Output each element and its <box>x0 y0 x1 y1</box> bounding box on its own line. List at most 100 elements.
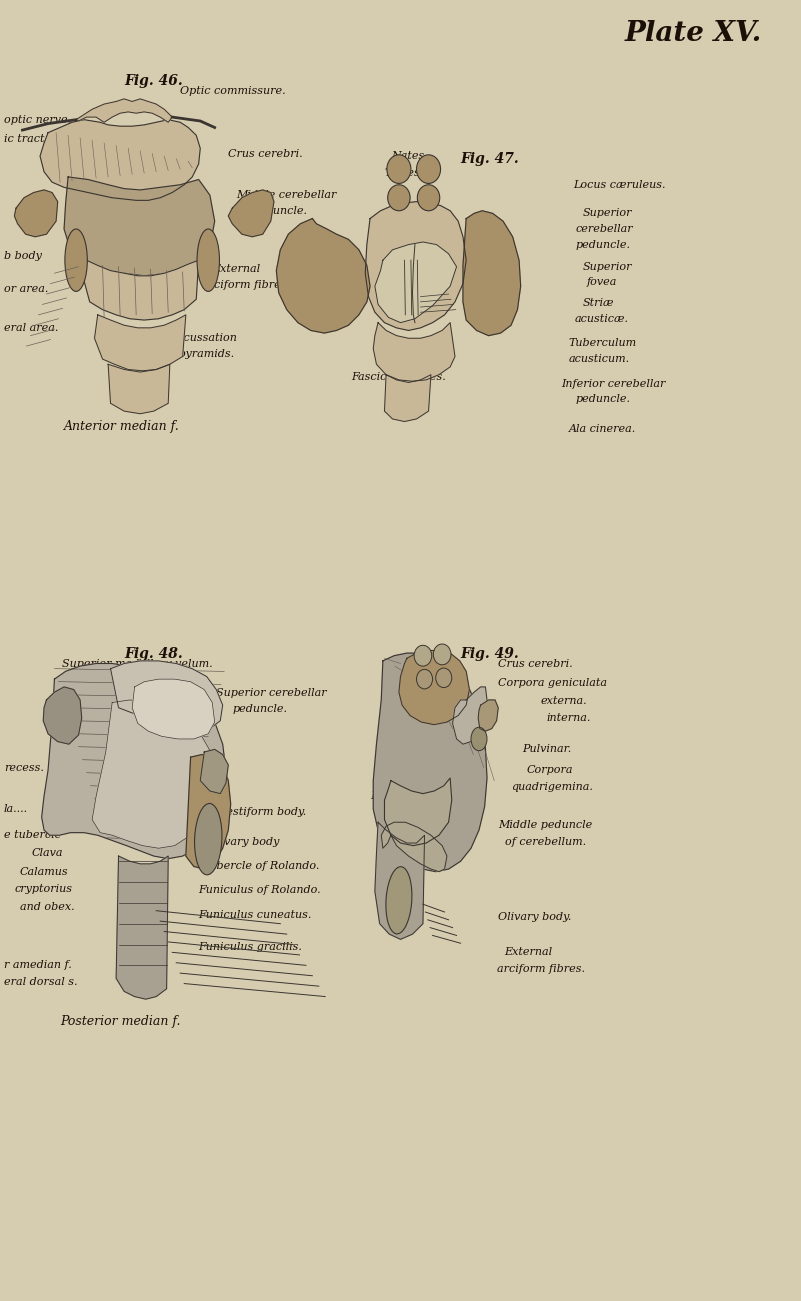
Text: b body: b body <box>4 251 42 262</box>
Text: Superior medullary velum.: Superior medullary velum. <box>62 658 213 669</box>
Text: Plate XV.: Plate XV. <box>624 21 762 47</box>
Polygon shape <box>373 653 487 872</box>
Polygon shape <box>381 822 447 872</box>
Ellipse shape <box>471 727 487 751</box>
Text: la....: la.... <box>4 804 28 814</box>
Text: ic tract.: ic tract. <box>4 134 48 144</box>
Text: 4th ventricle.: 4th ventricle. <box>352 259 428 269</box>
Text: Fasciculus teres.: Fasciculus teres. <box>351 372 445 382</box>
Ellipse shape <box>387 155 411 183</box>
Polygon shape <box>43 687 82 744</box>
Text: External: External <box>505 947 553 958</box>
Ellipse shape <box>414 645 432 666</box>
Text: peduncle.: peduncle. <box>252 206 308 216</box>
Text: Crus cerebri.: Crus cerebri. <box>228 148 303 159</box>
Text: Pons.: Pons. <box>370 791 400 801</box>
Text: externa.: externa. <box>541 696 587 706</box>
Text: Pulvinar.: Pulvinar. <box>522 744 571 755</box>
Text: fovea: fovea <box>587 277 618 288</box>
Text: Calamus: Calamus <box>20 866 69 877</box>
Polygon shape <box>64 177 215 276</box>
Polygon shape <box>399 650 469 725</box>
Text: Testes.: Testes. <box>384 168 424 178</box>
Text: interna.: interna. <box>546 713 590 723</box>
Polygon shape <box>228 190 274 237</box>
Polygon shape <box>200 749 228 794</box>
Text: e tubercle: e tubercle <box>4 830 61 840</box>
Polygon shape <box>365 202 466 330</box>
Text: Superior cerebellar: Superior cerebellar <box>216 688 327 699</box>
Ellipse shape <box>197 229 219 291</box>
Text: peduncle.: peduncle. <box>575 239 630 250</box>
Text: External: External <box>212 264 260 275</box>
Polygon shape <box>375 822 425 939</box>
Polygon shape <box>384 375 431 422</box>
Text: arciform fibres.: arciform fibres. <box>497 964 585 974</box>
Text: and obex.: and obex. <box>20 902 74 912</box>
Polygon shape <box>40 120 200 200</box>
Polygon shape <box>14 190 58 237</box>
Text: peduncle.: peduncle. <box>575 394 630 405</box>
Text: arciform fibres.: arciform fibres. <box>202 280 290 290</box>
Text: Striæ: Striæ <box>583 298 614 308</box>
Polygon shape <box>95 315 186 371</box>
Polygon shape <box>111 661 223 731</box>
Text: acusticæ.: acusticæ. <box>575 314 629 324</box>
Ellipse shape <box>195 804 222 874</box>
Text: Nates.: Nates. <box>391 151 428 161</box>
Ellipse shape <box>417 185 440 211</box>
Text: acusticum.: acusticum. <box>569 354 630 364</box>
Text: Tubercle of Rolando.: Tubercle of Rolando. <box>202 861 320 872</box>
Ellipse shape <box>386 866 412 934</box>
Text: cryptorius: cryptorius <box>14 883 72 894</box>
Text: Middle cerebellar: Middle cerebellar <box>236 190 336 200</box>
Text: Superior: Superior <box>583 208 633 219</box>
Text: Posterior median f.: Posterior median f. <box>60 1015 180 1028</box>
Text: cerebellar: cerebellar <box>575 224 633 234</box>
Text: Funiculus cuneatus.: Funiculus cuneatus. <box>199 909 312 920</box>
Ellipse shape <box>417 669 433 690</box>
Text: Funiculus gracilis.: Funiculus gracilis. <box>199 942 303 952</box>
Text: Locus cæruleus.: Locus cæruleus. <box>573 180 665 190</box>
Text: of pyramids.: of pyramids. <box>164 349 235 359</box>
Polygon shape <box>384 778 452 846</box>
Text: eral area.: eral area. <box>4 323 58 333</box>
Ellipse shape <box>65 229 87 291</box>
Ellipse shape <box>436 669 452 688</box>
Text: Anterior median f.: Anterior median f. <box>64 420 180 433</box>
Polygon shape <box>375 242 457 323</box>
Text: Fig. 49.: Fig. 49. <box>461 648 519 661</box>
Polygon shape <box>116 856 168 999</box>
Text: Olivary body.: Olivary body. <box>498 912 572 922</box>
Polygon shape <box>84 260 199 320</box>
Text: Crus cerebri.: Crus cerebri. <box>498 658 573 669</box>
Text: quadrigemina.: quadrigemina. <box>511 782 593 792</box>
Ellipse shape <box>433 644 451 665</box>
Text: Corpora: Corpora <box>527 765 574 775</box>
Text: Middle peduncle: Middle peduncle <box>498 820 593 830</box>
Text: Fig. 46.: Fig. 46. <box>124 74 183 87</box>
Text: Restiform body.: Restiform body. <box>218 807 306 817</box>
Polygon shape <box>373 323 455 381</box>
Text: Ala cinerea.: Ala cinerea. <box>569 424 636 435</box>
Polygon shape <box>463 211 521 336</box>
Text: Fig. 47.: Fig. 47. <box>461 152 519 165</box>
Text: Inferior cerebellar: Inferior cerebellar <box>561 379 665 389</box>
Text: Decussation: Decussation <box>168 333 237 343</box>
Text: Optic commissure.: Optic commissure. <box>180 86 286 96</box>
Polygon shape <box>42 664 226 859</box>
Text: Olivary body: Olivary body <box>208 837 280 847</box>
Ellipse shape <box>417 155 441 183</box>
Polygon shape <box>478 700 498 731</box>
Text: Inferior fovea: Inferior fovea <box>351 289 428 299</box>
Text: recess.: recess. <box>4 762 44 773</box>
Text: Fig. 48.: Fig. 48. <box>124 648 183 661</box>
Ellipse shape <box>388 185 410 211</box>
Polygon shape <box>76 99 172 122</box>
Text: Tuberculum: Tuberculum <box>569 338 637 349</box>
Text: or area.: or area. <box>4 284 48 294</box>
Text: optic nerve.: optic nerve. <box>4 114 71 125</box>
Text: Superior: Superior <box>583 262 633 272</box>
Polygon shape <box>276 219 370 333</box>
Text: Clava: Clava <box>32 848 63 859</box>
